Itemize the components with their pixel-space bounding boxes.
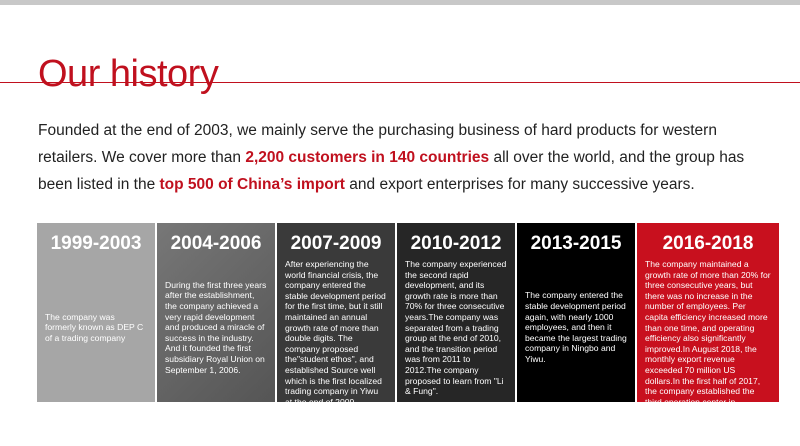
timeline-panel-2004-2006: 2004-2006 During the first three years a… (157, 223, 275, 402)
panel-year: 2013-2015 (530, 233, 622, 254)
panel-year: 2016-2018 (662, 233, 754, 254)
timeline-panel-2010-2012: 2010-2012 The company experienced the se… (397, 223, 515, 402)
panel-description: After experiencing the world financial c… (285, 259, 386, 407)
top-bar (0, 0, 800, 5)
panel-description: During the first three years after the e… (165, 279, 267, 375)
intro-highlight-customers: 2,200 customers in 140 countries (245, 149, 490, 166)
title-divider (0, 82, 800, 83)
intro-highlight-ranking: top 500 of China’s import (159, 176, 345, 193)
timeline-panel-2007-2009: 2007-2009 After experiencing the world f… (277, 223, 395, 407)
intro-text-2: all over the world, and the group has be… (38, 149, 745, 193)
panel-description: The company was formerly known as DEP C … (45, 311, 144, 343)
intro-paragraph: Founded at the end of 2003, we mainly se… (38, 117, 778, 198)
intro-text-1: Founded at the end of 2003, we mainly se… (38, 122, 717, 166)
panel-year: 2004-2006 (170, 233, 262, 254)
panel-description: The company experienced the second rapid… (405, 259, 507, 397)
panel-description: The company entered the stable developme… (525, 290, 627, 364)
timeline-panel-1999-2003: 1999-2003 The company was formerly known… (37, 223, 155, 402)
panel-year: 2010-2012 (410, 233, 502, 254)
timeline-panel-2013-2015: 2013-2015 The company entered the stable… (517, 223, 635, 402)
panel-year: 2007-2009 (290, 233, 382, 254)
page-title: Our history (38, 53, 219, 96)
timeline: 1999-2003 The company was formerly known… (37, 223, 779, 417)
panel-description: The company maintained a growth rate of … (645, 259, 771, 418)
intro-text-3: and export enterprises for many successi… (344, 176, 695, 193)
panel-year: 1999-2003 (50, 233, 142, 254)
timeline-panel-2016-2018: 2016-2018 The company maintained a growt… (637, 223, 779, 417)
